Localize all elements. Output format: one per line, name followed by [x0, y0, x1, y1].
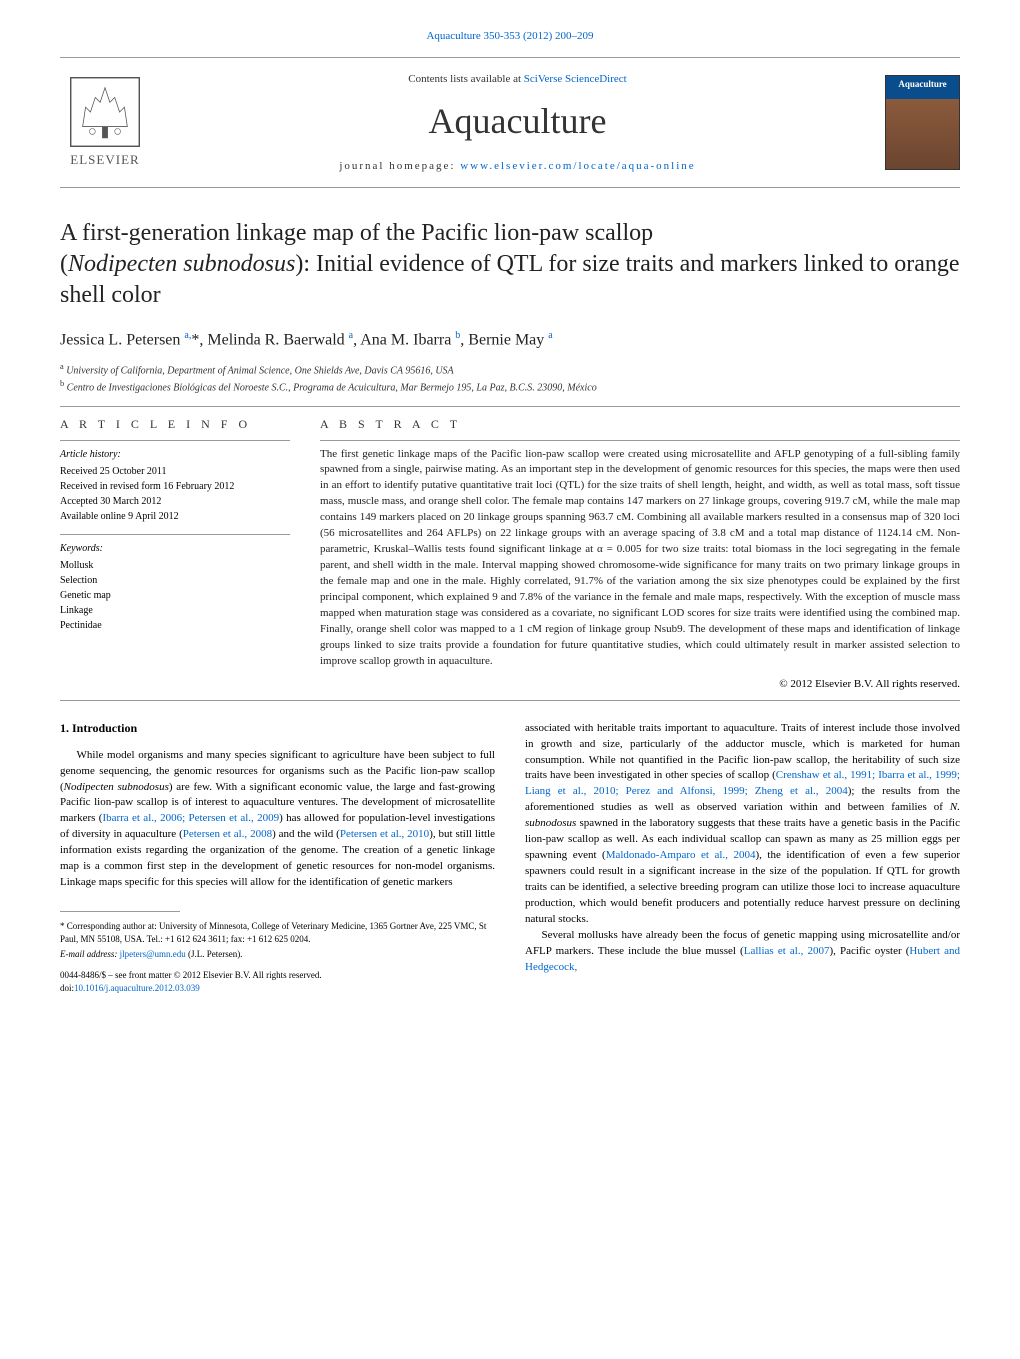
publisher-logo: ELSEVIER — [60, 77, 150, 168]
journal-header: ELSEVIER Contents lists available at Sci… — [60, 57, 960, 188]
doi-line: doi:10.1016/j.aquaculture.2012.03.039 — [60, 982, 495, 995]
affiliation-a: a University of California, Department o… — [60, 361, 960, 378]
text-fragment: ) and the wild ( — [272, 828, 340, 840]
left-column: 1. Introduction While model organisms an… — [60, 721, 495, 995]
journal-cover-thumbnail: Aquaculture — [885, 75, 960, 170]
citation-link[interactable]: Maldonado-Amparo et al., 2004 — [606, 849, 756, 861]
history-revised: Received in revised form 16 February 201… — [60, 479, 290, 494]
citation-link[interactable]: Petersen et al., 2008 — [183, 828, 272, 840]
journal-title: Aquaculture — [150, 100, 885, 142]
email-link[interactable]: jlpeters@umn.edu — [120, 949, 186, 959]
email-line: E-mail address: jlpeters@umn.edu (J.L. P… — [60, 949, 495, 959]
body-text-right: associated with heritable traits importa… — [525, 721, 960, 976]
corresponding-author-note: * Corresponding author at: University of… — [60, 920, 495, 945]
history-label: Article history: — [60, 447, 290, 462]
keyword: Linkage — [60, 603, 290, 618]
email-label: E-mail address: — [60, 949, 120, 959]
abstract-column: A B S T R A C T The first genetic linkag… — [320, 417, 960, 690]
section-number: 1. — [60, 721, 69, 735]
body-columns: 1. Introduction While model organisms an… — [60, 721, 960, 995]
elsevier-tree-icon — [70, 77, 140, 147]
email-suffix: (J.L. Petersen). — [186, 949, 243, 959]
keyword: Mollusk — [60, 558, 290, 573]
article-history: Article history: Received 25 October 201… — [60, 447, 290, 524]
header-center: Contents lists available at SciVerse Sci… — [150, 73, 885, 172]
title-species: Nodipecten subnodosus — [68, 251, 295, 277]
keywords-label: Keywords: — [60, 541, 290, 556]
copyright-line: © 2012 Elsevier B.V. All rights reserved… — [320, 678, 960, 690]
article-info-column: A R T I C L E I N F O Article history: R… — [60, 417, 290, 690]
keyword: Pectinidae — [60, 618, 290, 633]
authors-line: Jessica L. Petersen a,*, Melinda R. Baer… — [60, 330, 960, 349]
homepage-prefix: journal homepage: — [339, 160, 460, 172]
title-line1: A first-generation linkage map of the Pa… — [60, 220, 653, 246]
contents-prefix: Contents lists available at — [408, 73, 523, 85]
article-info-header: A R T I C L E I N F O — [60, 417, 290, 432]
footer-meta: 0044-8486/$ – see front matter © 2012 El… — [60, 969, 495, 994]
citation-link[interactable]: Petersen et al., 2010 — [340, 828, 429, 840]
species-italic: Nodipecten subnodosus — [64, 781, 169, 793]
abstract-divider — [320, 440, 960, 441]
citation-link[interactable]: Lallias et al., 2007 — [744, 945, 830, 957]
cover-title: Aquaculture — [886, 79, 959, 89]
keywords-block: Keywords: Mollusk Selection Genetic map … — [60, 541, 290, 633]
doi-link[interactable]: 10.1016/j.aquaculture.2012.03.039 — [74, 983, 200, 993]
section-header: 1. Introduction — [60, 721, 495, 736]
history-received: Received 25 October 2011 — [60, 464, 290, 479]
sciencedirect-link[interactable]: SciVerse ScienceDirect — [524, 73, 627, 85]
text-fragment: ), Pacific oyster ( — [829, 945, 909, 957]
corresponding-text: Corresponding author at: University of M… — [60, 921, 486, 944]
journal-reference: Aquaculture 350-353 (2012) 200–209 — [60, 30, 960, 42]
abstract-text: The first genetic linkage maps of the Pa… — [320, 447, 960, 670]
issn-line: 0044-8486/$ – see front matter © 2012 El… — [60, 969, 495, 982]
abstract-header: A B S T R A C T — [320, 417, 960, 432]
divider — [60, 406, 960, 407]
contents-line: Contents lists available at SciVerse Sci… — [150, 73, 885, 85]
affiliations: a University of California, Department o… — [60, 361, 960, 396]
right-column: associated with heritable traits importa… — [525, 721, 960, 995]
info-divider — [60, 534, 290, 535]
history-accepted: Accepted 30 March 2012 — [60, 494, 290, 509]
affiliation-b: b Centro de Investigaciones Biológicas d… — [60, 378, 960, 395]
publisher-name: ELSEVIER — [70, 152, 139, 168]
info-divider — [60, 440, 290, 441]
doi-label: doi: — [60, 983, 74, 993]
body-text-left: While model organisms and many species s… — [60, 748, 495, 891]
homepage-line: journal homepage: www.elsevier.com/locat… — [150, 160, 885, 172]
keyword: Genetic map — [60, 588, 290, 603]
history-online: Available online 9 April 2012 — [60, 509, 290, 524]
footnote-divider — [60, 911, 180, 912]
title-paren-open: ( — [60, 251, 68, 277]
keyword: Selection — [60, 573, 290, 588]
article-title: A first-generation linkage map of the Pa… — [60, 218, 960, 312]
section-title: Introduction — [72, 721, 137, 735]
info-abstract-row: A R T I C L E I N F O Article history: R… — [60, 417, 960, 690]
divider — [60, 700, 960, 701]
homepage-link[interactable]: www.elsevier.com/locate/aqua-online — [460, 160, 695, 172]
citation-link[interactable]: Ibarra et al., 2006; Petersen et al., 20… — [102, 812, 279, 824]
